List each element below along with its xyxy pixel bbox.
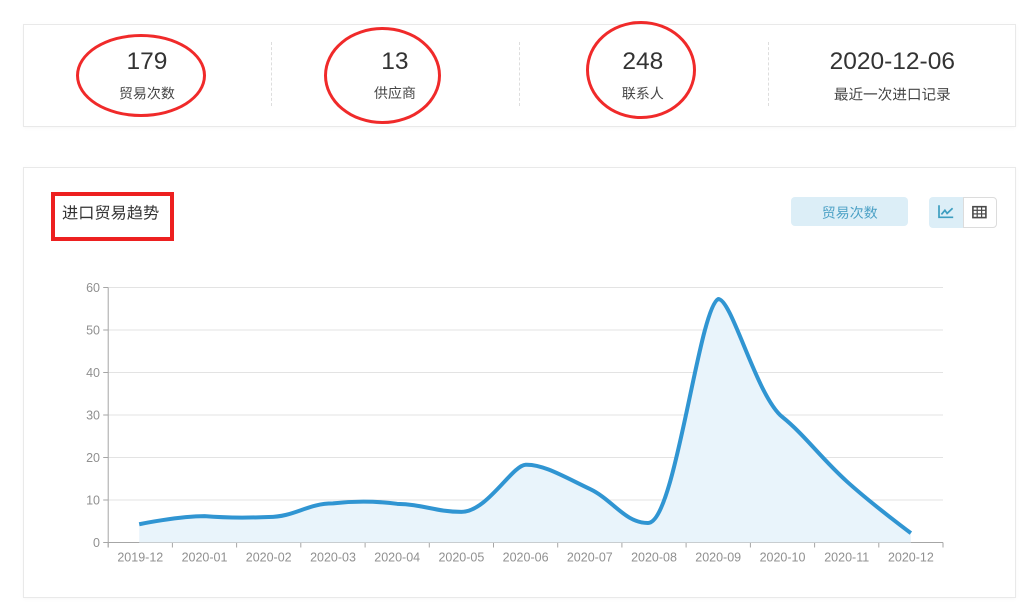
svg-text:2020-05: 2020-05 — [438, 551, 484, 565]
svg-text:2020-01: 2020-01 — [182, 551, 228, 565]
svg-text:30: 30 — [86, 408, 100, 422]
svg-text:2020-04: 2020-04 — [374, 551, 420, 565]
svg-text:20: 20 — [86, 451, 100, 465]
svg-text:0: 0 — [93, 536, 100, 550]
svg-text:2020-02: 2020-02 — [246, 551, 292, 565]
svg-text:2020-03: 2020-03 — [310, 551, 356, 565]
svg-text:2019-12: 2019-12 — [117, 551, 163, 565]
svg-text:40: 40 — [86, 366, 100, 380]
svg-text:60: 60 — [86, 281, 100, 295]
svg-text:2020-10: 2020-10 — [760, 551, 806, 565]
svg-text:2020-06: 2020-06 — [503, 551, 549, 565]
svg-text:2020-09: 2020-09 — [695, 551, 741, 565]
svg-text:50: 50 — [86, 323, 100, 337]
svg-text:2020-08: 2020-08 — [631, 551, 677, 565]
svg-text:10: 10 — [86, 493, 100, 507]
svg-text:2020-12: 2020-12 — [888, 551, 934, 565]
svg-text:2020-07: 2020-07 — [567, 551, 613, 565]
svg-text:2020-11: 2020-11 — [824, 551, 869, 565]
